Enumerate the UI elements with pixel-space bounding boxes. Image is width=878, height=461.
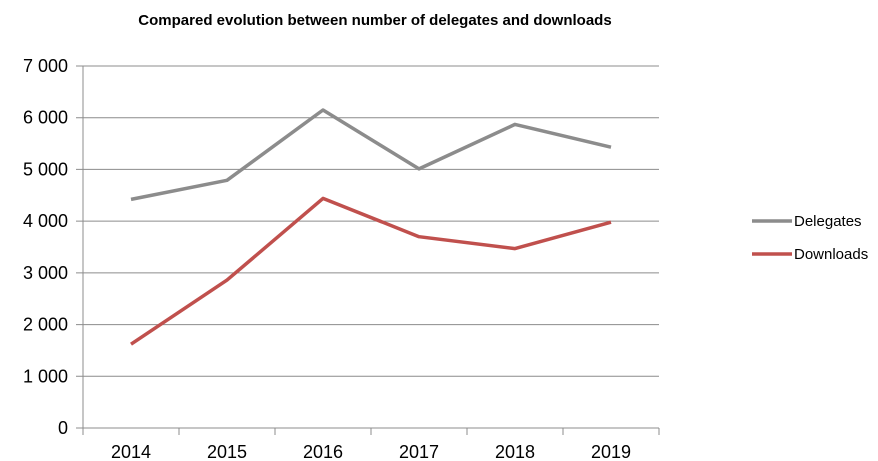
legend-label-delegates: Delegates (794, 213, 862, 230)
x-tick-label: 2019 (591, 442, 631, 461)
x-tick-label: 2014 (111, 442, 151, 461)
series-lines (130, 108, 612, 346)
legend-label-downloads: Downloads (794, 246, 868, 263)
y-tick-label: 1 000 (23, 366, 68, 386)
legend: Delegates Downloads (752, 213, 868, 263)
y-tick-label: 3 000 (23, 263, 68, 283)
chart-title: Compared evolution between number of del… (138, 12, 611, 29)
y-tick-label: 2 000 (23, 315, 68, 335)
y-tick-label: 5 000 (23, 159, 68, 179)
y-tick-label: 0 (58, 418, 68, 438)
x-tick-label: 2017 (399, 442, 439, 461)
x-tick-label: 2015 (207, 442, 247, 461)
x-tick-label: 2016 (303, 442, 343, 461)
y-axis-tick-labels: 0 1 000 2 000 3 000 4 000 5 000 6 000 7 000 (23, 56, 68, 438)
x-tick-label: 2018 (495, 442, 535, 461)
gridlines (76, 65, 659, 429)
series-line-downloads (130, 196, 612, 346)
x-axis-tick-labels: 2014 2015 2016 2017 2018 2019 (111, 442, 631, 461)
y-tick-label: 7 000 (23, 56, 68, 76)
y-tick-label: 4 000 (23, 211, 68, 231)
axes (82, 66, 660, 435)
series-line-delegates (130, 108, 612, 202)
y-tick-label: 6 000 (23, 108, 68, 128)
